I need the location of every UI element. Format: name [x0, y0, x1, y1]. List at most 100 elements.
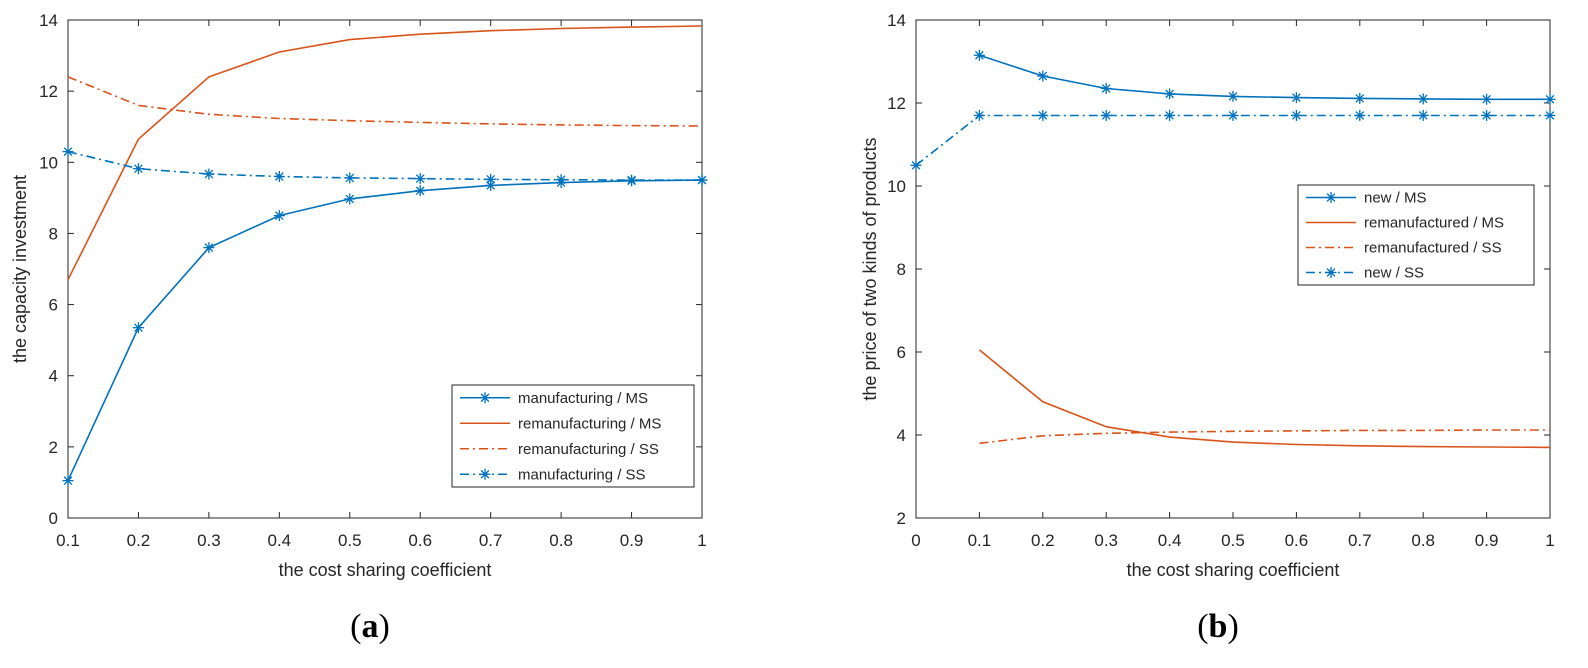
legend-box	[1297, 184, 1535, 286]
x-axis-label: the cost sharing coefficient	[279, 560, 492, 580]
legend-marker	[1325, 192, 1337, 203]
data-point	[555, 174, 567, 186]
panel-caption: (b)	[1197, 608, 1239, 645]
legend-marker	[479, 468, 491, 480]
data-point	[62, 146, 74, 158]
legend: manufacturing / MS remanufacturing / MS re…	[451, 384, 695, 488]
legend-label: remanufactured / MS	[1364, 215, 1504, 232]
y-axis-label: the price of two kinds of products	[860, 137, 880, 400]
y-tick-label: 2	[49, 438, 58, 457]
data-point	[1290, 92, 1302, 104]
data-point	[344, 172, 356, 184]
data-point	[485, 173, 497, 185]
caption-letter: b	[1209, 608, 1228, 645]
data-point	[344, 193, 356, 205]
legend-marker	[479, 392, 491, 404]
data-point	[1037, 109, 1049, 121]
legend-label: manufacturing / MS	[518, 390, 648, 407]
x-tick-label: 0.2	[127, 531, 151, 550]
panel-b-chart: 0 0.1 0.2 0.3 0.4 0.5 0.6 0.7 0.8 0.9 12468101214t…	[860, 11, 1556, 645]
legend-label: new / SS	[1364, 265, 1424, 282]
legend-label: manufacturing / SS	[518, 466, 646, 483]
y-tick-label: 0	[49, 509, 58, 528]
x-tick-label: 0.8	[549, 531, 573, 550]
x-tick-label: 1	[1545, 531, 1554, 550]
panel-caption: (a)	[350, 608, 390, 645]
data-point	[1417, 109, 1429, 121]
data-point	[1227, 90, 1239, 102]
x-tick-label: 0.1	[968, 531, 992, 550]
data-point	[414, 173, 426, 185]
data-point	[1164, 88, 1176, 100]
x-tick-label: 0.5	[1221, 531, 1245, 550]
x-tick-label: 0.1	[56, 531, 80, 550]
data-point	[973, 109, 985, 121]
data-point	[1227, 109, 1239, 121]
legend-marker	[1325, 267, 1337, 278]
legend: new / MS remanufactured / MS remanufacture…	[1297, 184, 1535, 286]
series-line	[67, 76, 703, 127]
y-tick-label: 14	[887, 11, 906, 30]
x-tick-label: 0.3	[197, 531, 221, 550]
series-line	[915, 114, 1550, 166]
y-tick-label: 6	[897, 343, 906, 362]
y-tick-label: 14	[39, 11, 58, 30]
data-point	[273, 210, 285, 222]
data-point	[273, 171, 285, 183]
legend-label: remanufactured / SS	[1364, 240, 1502, 257]
data-point	[203, 242, 215, 254]
data-point	[1544, 93, 1556, 105]
caption-paren-close: )	[1227, 608, 1238, 645]
caption-letter: a	[362, 608, 379, 645]
data-point	[973, 49, 985, 61]
x-tick-label: 0.5	[338, 531, 362, 550]
y-tick-label: 4	[897, 426, 906, 445]
caption-paren-close: )	[379, 608, 390, 645]
y-tick-label: 10	[887, 177, 906, 196]
series-line	[67, 25, 703, 281]
data-point	[910, 159, 922, 171]
data-point	[1037, 70, 1049, 82]
series-line	[979, 54, 1550, 101]
data-point	[62, 475, 74, 487]
series-line	[978, 349, 1551, 449]
y-axis-label: the capacity investment	[10, 175, 30, 363]
y-tick-label: 6	[49, 296, 58, 315]
x-tick-label: 0.7	[1348, 531, 1372, 550]
data-point	[1544, 109, 1556, 121]
x-tick-label: 0.3	[1094, 531, 1118, 550]
data-point	[1100, 82, 1112, 94]
data-point	[1354, 109, 1366, 121]
data-point	[414, 185, 426, 197]
y-tick-label: 8	[897, 260, 906, 279]
x-tick-label: 0.7	[479, 531, 503, 550]
data-point	[1481, 109, 1493, 121]
data-point	[1417, 93, 1429, 105]
legend-label: remanufacturing / MS	[518, 415, 661, 432]
legend-label: new / MS	[1364, 190, 1427, 207]
x-tick-label: 0.6	[408, 531, 432, 550]
y-tick-label: 4	[49, 367, 58, 386]
series-line	[67, 179, 703, 481]
y-tick-label: 8	[49, 224, 58, 243]
x-tick-label: 0	[911, 531, 920, 550]
data-point	[1100, 109, 1112, 121]
series-line	[979, 429, 1550, 445]
data-point	[1164, 109, 1176, 121]
y-tick-label: 10	[39, 153, 58, 172]
x-tick-label: 0.4	[1158, 531, 1182, 550]
data-point	[1481, 93, 1493, 105]
data-point	[132, 163, 144, 175]
data-point	[132, 322, 144, 334]
data-point	[1290, 109, 1302, 121]
data-point	[626, 174, 638, 186]
panel-a-chart: 0.1 0.2 0.3 0.4 0.5 0.6 0.7 0.8 0.9 102468101214t…	[10, 11, 708, 645]
legend-label: remanufacturing / SS	[518, 441, 659, 458]
x-axis-label: the cost sharing coefficient	[1127, 560, 1340, 580]
x-tick-label: 1	[697, 531, 706, 550]
x-tick-label: 0.9	[620, 531, 644, 550]
data-point	[696, 174, 708, 186]
y-tick-label: 12	[887, 94, 906, 113]
y-tick-label: 12	[39, 82, 58, 101]
